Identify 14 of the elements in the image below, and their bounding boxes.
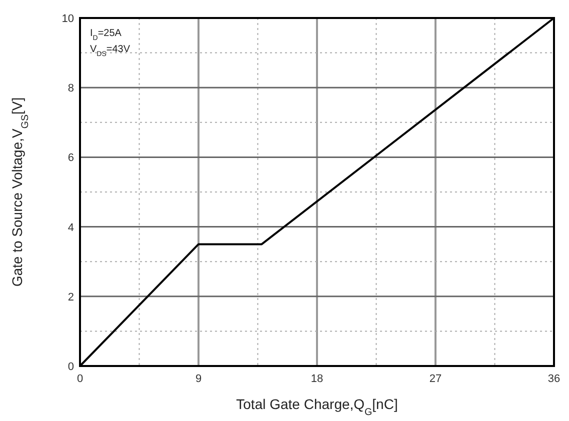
annotation: I$_{D}$=25A [90,28,122,42]
y-tick-label: 8 [68,82,74,95]
x-tick-label: 9 [195,373,202,385]
y-tick-label: 10 [62,13,74,25]
y-tick-label: 2 [68,291,74,304]
annotation: V$_{DS}$=43V [90,44,130,58]
x-tick-label: 27 [429,373,442,385]
y-tick-label: 0 [68,361,74,373]
x-axis-title: Total Gate Charge,Q$_{G}$[nC] [236,396,398,418]
x-tick-label: 0 [76,373,84,385]
x-tick-label: 36 [548,373,560,385]
x-tick-label: 18 [310,373,324,385]
y-tick-label: 4 [68,222,74,234]
y-tick-label: 6 [68,152,74,164]
